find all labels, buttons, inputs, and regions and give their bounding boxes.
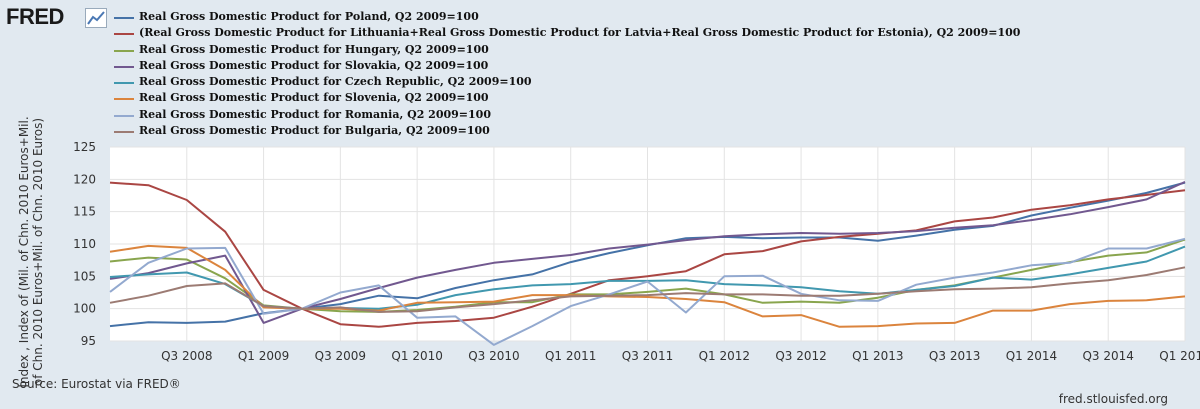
series-line-2	[109, 181, 1186, 328]
x-tick-label: Q3 2013	[929, 349, 980, 363]
x-tick-label: Q1 2014	[1006, 349, 1057, 363]
y-tick-label: 120	[73, 172, 96, 186]
y-tick-label: 125	[73, 140, 96, 154]
legend-label: Real Gross Domestic Product for Poland, …	[139, 10, 479, 23]
legend-label: Real Gross Domestic Product for Hungary,…	[139, 42, 489, 56]
legend-swatch	[114, 17, 134, 19]
line-chart-icon	[85, 8, 107, 28]
y-tick-label: 115	[73, 205, 96, 219]
legend-swatch	[114, 82, 134, 85]
source-note: Source: Eurostat via FRED®	[12, 377, 181, 391]
legend-label: Real Gross Domestic Product for Bulgaria…	[139, 124, 490, 138]
legend-label: (Real Gross Domestic Product for Lithuan…	[139, 26, 1021, 40]
legend-label: Real Gross Domestic Product for Slovenia…	[139, 91, 489, 105]
legend-swatch	[114, 65, 134, 68]
series-line-4	[109, 180, 1186, 324]
x-tick-label: Q3 2009	[315, 349, 366, 363]
y-axis-label-text: Index , Index of (Mil. of Chn. 2010 Euro…	[17, 116, 45, 388]
legend-label: Real Gross Domestic Product for Czech Re…	[139, 75, 532, 89]
x-tick-label: Q3 2010	[468, 349, 519, 363]
fred-logo[interactable]: FRED	[6, 4, 64, 29]
fred-url[interactable]: fred.stlouisfed.org	[1058, 392, 1168, 406]
y-tick-label: 110	[73, 237, 96, 251]
x-tick-label: Q1 2015	[1159, 349, 1200, 363]
x-tick-label: Q1 2010	[391, 349, 442, 363]
x-tick-label: Q1 2012	[699, 349, 750, 363]
x-tick-label: Q3 2012	[775, 349, 826, 363]
legend-swatch	[114, 98, 134, 101]
x-tick-label: Q1 2011	[545, 349, 596, 363]
x-tick-label: Q1 2013	[852, 349, 903, 363]
y-tick-label: 100	[73, 302, 96, 316]
x-tick-label: Q3 2014	[1082, 349, 1133, 363]
legend-swatch	[114, 131, 134, 134]
legend-swatch	[114, 49, 134, 52]
legend-swatch	[114, 33, 134, 36]
legend-label: Real Gross Domestic Product for Slovakia…	[139, 58, 489, 72]
series-line-8	[109, 266, 1186, 313]
legend-label: Real Gross Domestic Product for Romania,…	[139, 107, 491, 121]
x-tick-label: Q3 2008	[161, 349, 212, 363]
x-tick-label: Q3 2011	[622, 349, 673, 363]
y-tick-label: 105	[73, 269, 96, 283]
y-tick-label: 95	[81, 334, 96, 348]
legend-swatch	[114, 114, 134, 117]
series-line-7	[109, 237, 1186, 346]
y-axis-label: Index , Index of (Mil. of Chn. 2010 Euro…	[1, 112, 61, 392]
x-tick-label: Q1 2009	[238, 349, 289, 363]
